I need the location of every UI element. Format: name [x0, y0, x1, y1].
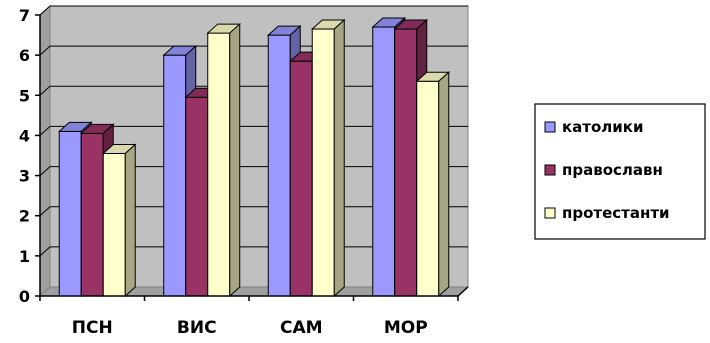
gridline-side: [39, 166, 51, 176]
gridline-side: [39, 85, 51, 96]
legend: католики православн протестанти: [534, 103, 706, 240]
y-tick-label: 3: [19, 167, 30, 186]
axes: [35, 14, 469, 301]
legend-label: православн: [562, 161, 663, 179]
bar: [206, 22, 242, 298]
y-tick-label: 7: [19, 6, 30, 25]
gridline-side: [39, 126, 51, 136]
gridline-side: [39, 45, 51, 56]
y-tick-label: 5: [19, 86, 30, 105]
y-tick-label: 1: [19, 247, 30, 266]
x-category-labels: ПСН ВИС САМ МОР: [72, 318, 428, 338]
x-category-label: МОР: [384, 318, 428, 338]
side-wall: [39, 4, 51, 298]
bar: [310, 18, 346, 298]
legend-swatch: [544, 121, 556, 133]
y-tick-label: 2: [19, 207, 30, 226]
bars: [57, 16, 451, 298]
y-tick-label: 6: [19, 46, 30, 65]
gridline-side: [39, 5, 51, 16]
legend-box: [534, 103, 706, 240]
legend-swatch: [544, 164, 556, 176]
y-tick-label: 0: [19, 287, 30, 306]
legend-label: протестанти: [562, 204, 670, 222]
legend-label: католики: [562, 118, 644, 136]
bar: [415, 71, 451, 298]
x-category-label: САМ: [280, 318, 323, 338]
x-category-label: ВИС: [177, 318, 217, 338]
bar: [101, 143, 137, 298]
x-category-label: ПСН: [72, 318, 113, 338]
y-tick-labels: 0 1 2 3 4 5 6 7: [19, 6, 30, 306]
gridline-side: [39, 246, 51, 257]
gridline-side: [39, 206, 51, 217]
legend-swatch: [544, 207, 556, 219]
y-tick-label: 4: [19, 126, 30, 145]
x-axis-depth: [457, 286, 469, 297]
